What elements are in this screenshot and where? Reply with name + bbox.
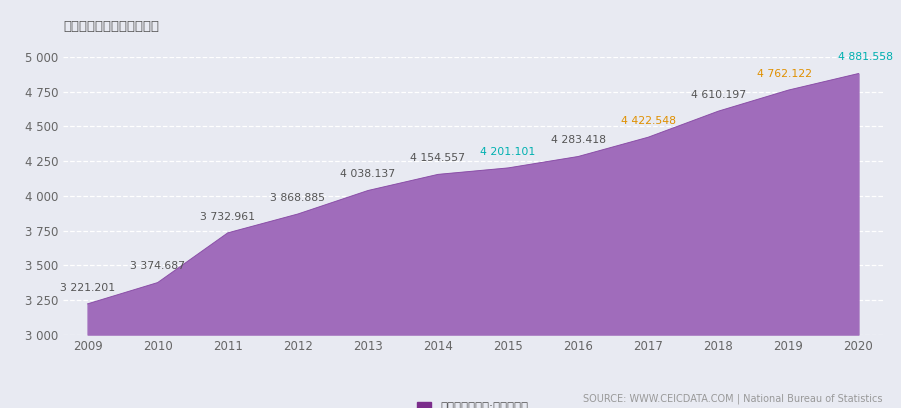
Legend: 综合能源平衡表:终端消费量: 综合能源平衡表:终端消费量 (417, 401, 529, 408)
Text: 4 422.548: 4 422.548 (621, 116, 676, 126)
Text: 3 732.961: 3 732.961 (200, 212, 255, 222)
Text: 4 283.418: 4 283.418 (551, 135, 605, 145)
Text: 4 762.122: 4 762.122 (757, 69, 812, 79)
Text: 4 201.101: 4 201.101 (480, 147, 536, 157)
Text: 3 868.885: 3 868.885 (270, 193, 325, 203)
Text: SOURCE: WWW.CEICDATA.COM | National Bureau of Statistics: SOURCE: WWW.CEICDATA.COM | National Bure… (584, 393, 883, 404)
Text: 所选日期没有可用的数据。: 所选日期没有可用的数据。 (63, 20, 159, 33)
Text: 4 038.137: 4 038.137 (341, 169, 396, 180)
Text: 4 610.197: 4 610.197 (691, 90, 746, 100)
Text: 3 221.201: 3 221.201 (60, 283, 115, 293)
Text: 3 374.687: 3 374.687 (130, 262, 186, 271)
Text: 4 154.557: 4 154.557 (411, 153, 466, 163)
Text: 4 881.558: 4 881.558 (838, 53, 893, 62)
